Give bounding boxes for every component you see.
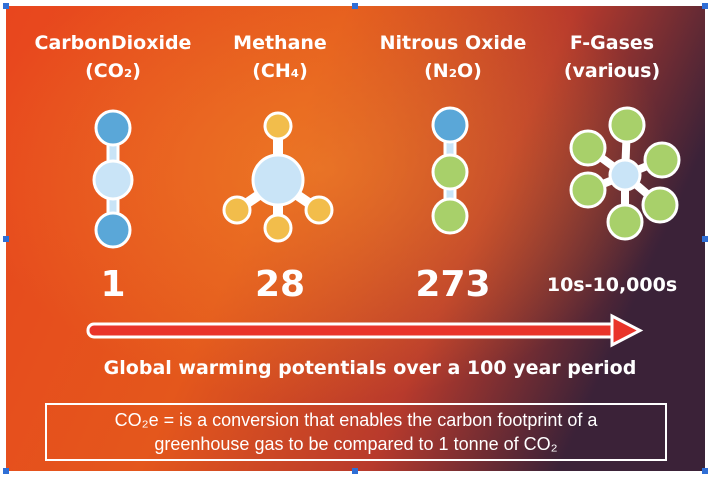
- gas-name: F-Gases: [569, 32, 655, 54]
- gwp-value: 28: [254, 264, 306, 305]
- caption: Global warming potentials over a 100 yea…: [103, 357, 637, 379]
- selection-handles: [3, 3, 708, 474]
- note-box: [45, 403, 667, 461]
- molecule-fgas: [569, 106, 681, 241]
- gas-name: Nitrous Oxide: [379, 32, 527, 54]
- gas-formula: (CO₂): [85, 60, 141, 82]
- gas-formula: (CH₄): [252, 60, 308, 82]
- molecule-co2: [92, 109, 134, 249]
- gwp-value: 1: [100, 264, 126, 305]
- gas-name: CarbonDioxide: [34, 32, 192, 54]
- gwp-value: 10s-10,000s: [546, 274, 678, 296]
- note: CO₂e = is a conversion that enables the …: [114, 410, 598, 454]
- gwp-value: 273: [415, 264, 491, 305]
- gas-name: Methane: [233, 32, 327, 54]
- arrow: [86, 313, 644, 348]
- molecule-n2o: [431, 106, 469, 235]
- gas-formula: (various): [563, 60, 661, 82]
- molecule-ch4: [222, 111, 334, 243]
- gas-formula: (N₂O): [424, 60, 482, 82]
